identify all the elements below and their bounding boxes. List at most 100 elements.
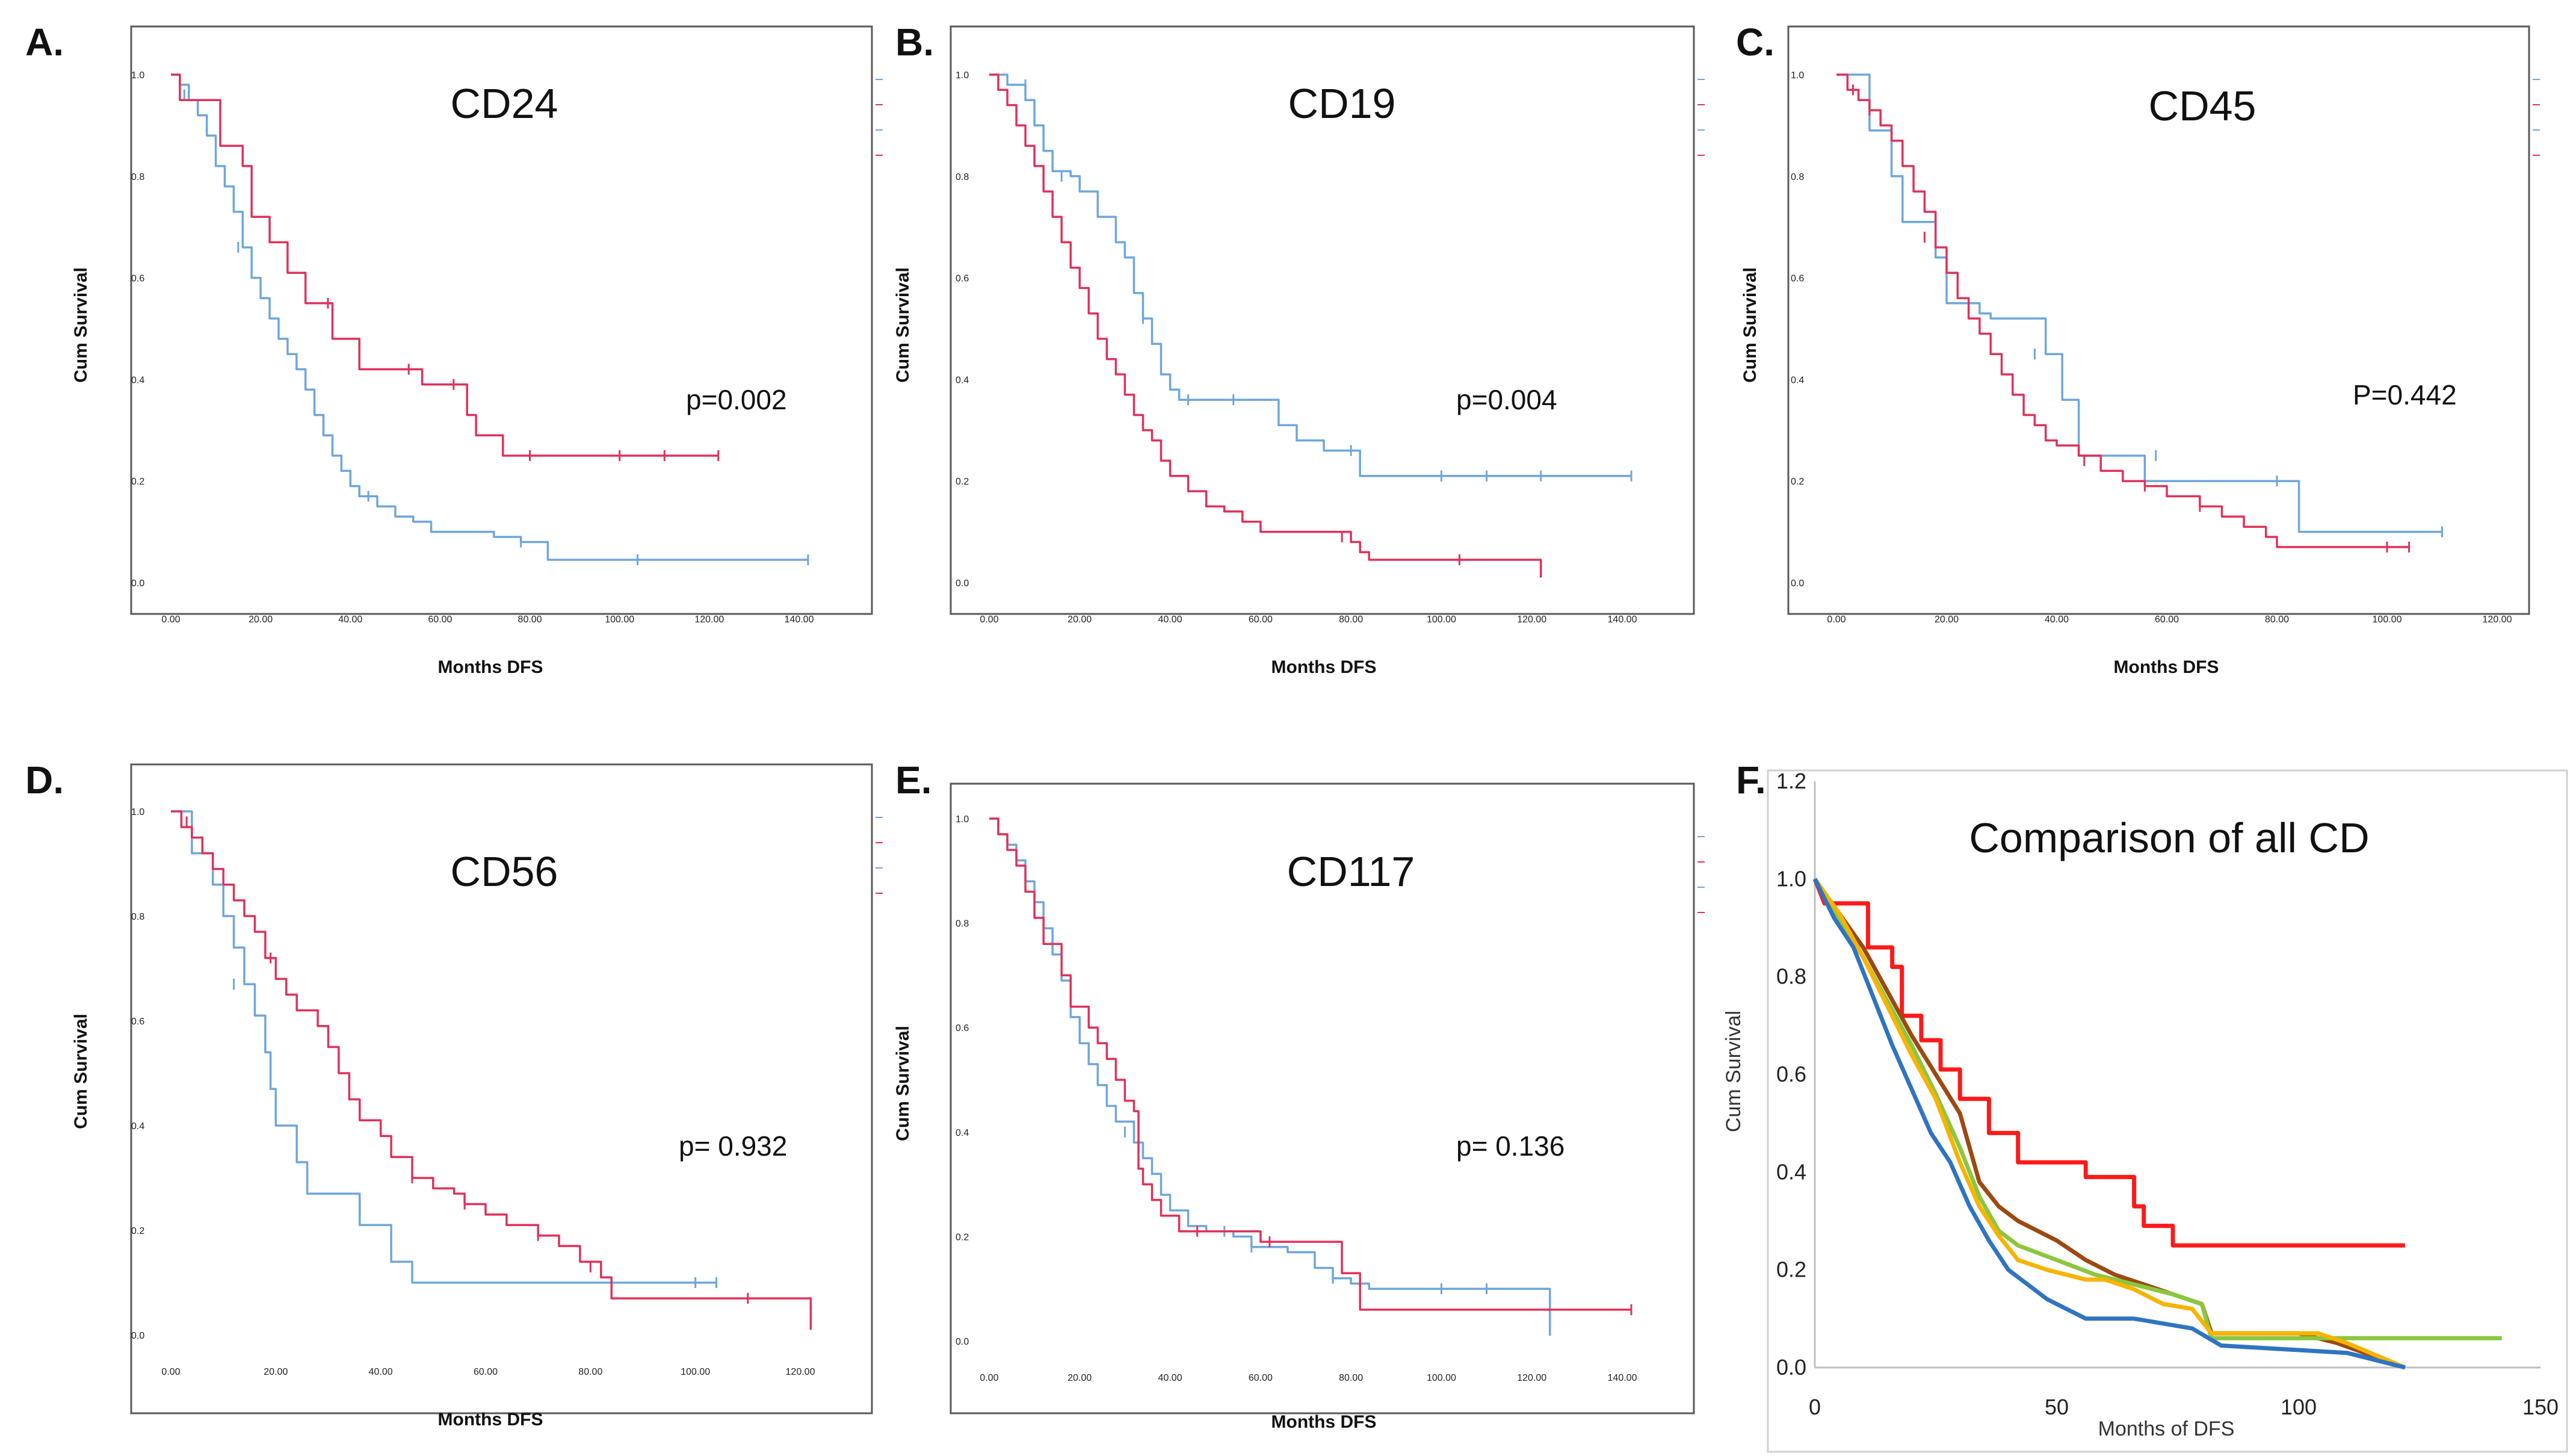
series-line-blue: [989, 73, 1631, 477]
panel-f: F. Comparison of all CD 0.0 0.2 0.4 0.6 0.8 1.0…: [1722, 758, 2568, 1453]
x-tick-label: 60.00: [474, 1367, 498, 1377]
y-tick-label: 0.8: [131, 172, 144, 182]
plot-frame: [1767, 769, 2568, 1453]
panel-c: C. CD45 0.0 0.2 0.4 0.6 0.8 1.0 0.00 20.00 40.00 60…: [1736, 20, 2540, 677]
y-tick-label: 0.4: [1776, 1159, 1806, 1184]
x-tick-label: 40.00: [1158, 1373, 1182, 1383]
y-tick-label: 0.6: [956, 1023, 969, 1033]
y-axis-title: Cum Survival: [1740, 267, 1760, 383]
panel-d: D. CD56 0.0 0.2 0.4 0.6 0.8 1.0 0.00 20.00 40.00 60…: [25, 758, 883, 1430]
x-tick-label: 40.00: [369, 1367, 393, 1377]
p-value-label: P=0.442: [2353, 379, 2457, 410]
x-tick-label: 100.00: [605, 615, 634, 625]
panel-b: B. CD19 0.0 0.2 0.4 0.6 0.8 1.0 0.00 20.00 40.00 60…: [893, 20, 1705, 677]
x-tick-label: 140.00: [785, 615, 814, 625]
y-tick-label: 0.4: [1791, 375, 1804, 385]
y-axis-title: Cum Survival: [71, 1014, 91, 1129]
x-axis-title: Months DFS: [1271, 657, 1377, 677]
y-tick-label: 0.6: [131, 274, 144, 284]
x-tick-label: 120.00: [694, 615, 724, 625]
x-tick-label: 20.00: [264, 1367, 288, 1377]
x-tick-label: 0.00: [980, 615, 998, 625]
panel-letter: B.: [895, 20, 934, 64]
series-line-orange: [1813, 878, 2406, 1370]
y-tick-label: 0.6: [131, 1017, 144, 1027]
panel-a: A. CD24 0.0 0.2 0.4 0.6 0.8 1.0 0.00 20.00 40.00 60…: [25, 20, 883, 677]
x-tick-label: 0: [1809, 1395, 1821, 1419]
x-tick-label: 100.00: [2373, 615, 2402, 625]
y-tick-label: 0.4: [956, 1128, 969, 1138]
x-tick-label: 100.00: [681, 1367, 710, 1377]
x-tick-label: 140.00: [1608, 1373, 1637, 1383]
y-tick-label: 0.0: [1791, 578, 1804, 589]
x-tick-label: 40.00: [2045, 615, 2069, 625]
panel-e: E. CD117 0.0 0.2 0.4 0.6 0.8 1.0 0.00 20.00 40.00 6…: [893, 758, 1705, 1432]
x-axis-title: Months of DFS: [2098, 1417, 2235, 1440]
panel-letter: C.: [1736, 20, 1774, 64]
panel-letter: E.: [895, 758, 931, 802]
x-tick-label: 0.00: [1827, 615, 1846, 625]
series-line-blue: [1836, 73, 2442, 533]
y-tick-label: 0.0: [956, 1337, 969, 1347]
y-axis-title: Cum Survival: [893, 267, 913, 383]
y-tick-label: 1.0: [956, 70, 969, 81]
chart-title: Comparison of all CD: [1969, 814, 2369, 861]
x-tick-label: 0.00: [161, 1367, 180, 1377]
x-tick-label: 40.00: [1158, 615, 1182, 625]
series-line-red: [989, 73, 1542, 578]
x-tick-label: 80.00: [1339, 615, 1363, 625]
y-tick-label: 0.2: [956, 1232, 969, 1242]
x-tick-label: 150: [2522, 1395, 2559, 1419]
plot-frame: [950, 25, 1695, 615]
y-tick-label: 0.2: [956, 477, 969, 487]
x-tick-label: 40.00: [338, 615, 362, 625]
x-tick-label: 60.00: [428, 615, 452, 625]
panel-letter: D.: [25, 758, 64, 802]
x-tick-label: 80.00: [2265, 615, 2289, 625]
y-tick-label: 1.0: [131, 70, 144, 81]
y-tick-label: 0.0: [131, 578, 144, 589]
x-tick-label: 80.00: [518, 615, 542, 625]
p-value-label: p= 0.136: [1456, 1130, 1564, 1162]
x-tick-label: 20.00: [249, 615, 273, 625]
panel-letter: A.: [25, 20, 64, 64]
y-tick-label: 0.4: [956, 375, 969, 385]
x-tick-label: 100.00: [1427, 615, 1456, 625]
x-tick-label: 80.00: [578, 1367, 602, 1377]
x-tick-label: 60.00: [1249, 615, 1273, 625]
y-tick-label: 0.2: [131, 1226, 144, 1236]
y-axis-title: Cum Survival: [1722, 1011, 1745, 1132]
series-line-blue: [171, 810, 717, 1284]
y-axis-title: Cum Survival: [71, 267, 91, 383]
y-tick-label: 0.0: [131, 1331, 144, 1341]
series-line-red: [171, 73, 718, 457]
y-tick-label: 0.2: [1791, 477, 1804, 487]
y-tick-label: 0.8: [1776, 964, 1806, 989]
y-tick-label: 0.4: [131, 375, 144, 385]
x-tick-label: 100: [2281, 1395, 2317, 1419]
x-axis-title: Months DFS: [438, 1410, 543, 1430]
plot-frame: [130, 763, 873, 1414]
series-line-red: [1812, 878, 2405, 1248]
panel-letter: F.: [1736, 758, 1766, 802]
x-tick-label: 120.00: [1517, 615, 1546, 625]
series-line-red: [989, 817, 1631, 1311]
series-line-blue: [171, 73, 808, 561]
x-tick-label: 0.00: [161, 615, 180, 625]
y-tick-label: 1.2: [1776, 769, 1806, 793]
y-tick-label: 0.6: [1791, 274, 1804, 284]
y-tick-label: 0.4: [131, 1121, 144, 1132]
y-tick-label: 0.2: [1776, 1257, 1806, 1282]
p-value-label: p=0.004: [1456, 384, 1557, 415]
x-tick-label: 60.00: [1249, 1373, 1273, 1383]
x-tick-label: 20.00: [1935, 615, 1959, 625]
x-tick-label: 140.00: [1608, 615, 1637, 625]
y-tick-label: 0.8: [131, 912, 144, 922]
x-tick-label: 20.00: [1067, 1373, 1092, 1383]
y-tick-label: 0.6: [956, 274, 969, 284]
x-tick-label: 120.00: [1517, 1373, 1546, 1383]
x-axis-title: Months DFS: [2114, 657, 2219, 677]
y-axis-title: Cum Survival: [893, 1026, 913, 1141]
y-tick-label: 0.8: [956, 172, 969, 182]
